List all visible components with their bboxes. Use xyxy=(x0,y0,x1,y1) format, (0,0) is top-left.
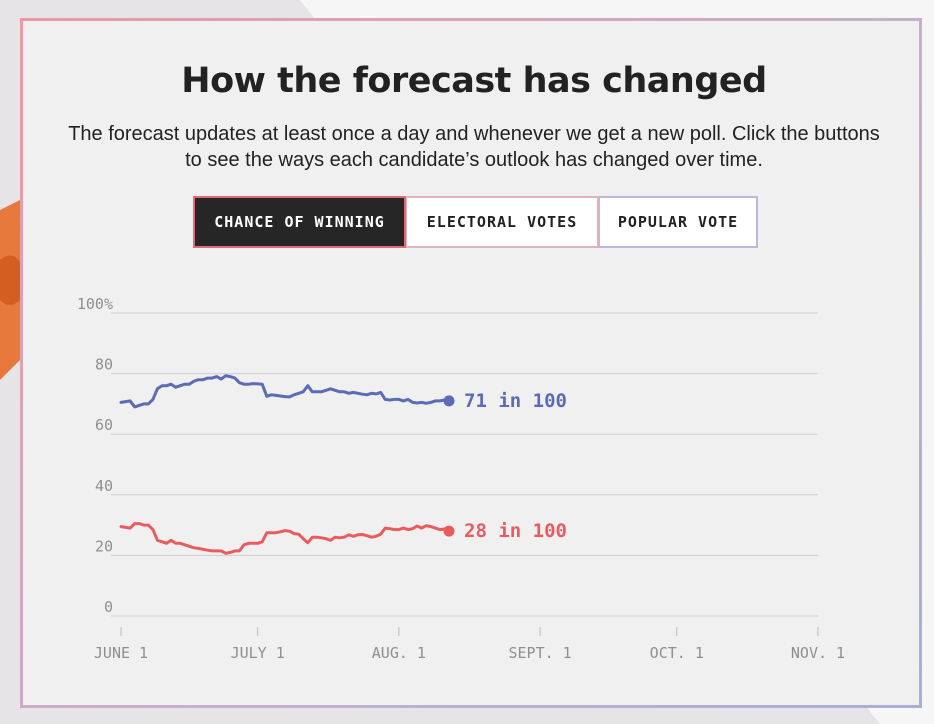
y-tick-label: 80 xyxy=(95,356,113,374)
red-series-line xyxy=(119,522,451,555)
y-tick-label: 60 xyxy=(95,416,113,434)
blue-series-end-point xyxy=(443,395,455,407)
forecast-card: How the forecast has changed The forecas… xyxy=(20,18,922,708)
y-tick-label: 20 xyxy=(95,537,113,555)
y-tick-label: 0 xyxy=(104,598,113,616)
red-series-end-point xyxy=(443,525,455,537)
blue-series-end-label: 71 in 100 xyxy=(464,390,567,412)
y-tick-label: 40 xyxy=(95,477,113,495)
x-tick-label: JULY 1 xyxy=(231,644,285,662)
red-series-end-label: 28 in 100 xyxy=(464,520,567,542)
x-tick-label: JUNE 1 xyxy=(94,644,148,662)
x-tick-label: OCT. 1 xyxy=(650,644,704,662)
x-tick-label: AUG. 1 xyxy=(372,644,426,662)
x-tick-label: SEPT. 1 xyxy=(509,644,572,662)
y-tick-label: 100% xyxy=(77,295,113,313)
blue-series-line xyxy=(119,374,451,409)
forecast-line-chart: 100% 80 60 40 20 0 JUNE 1 JULY 1 AUG. 1 SEPT. 1 OC… xyxy=(77,295,845,662)
x-tick-label: NOV. 1 xyxy=(791,644,845,662)
